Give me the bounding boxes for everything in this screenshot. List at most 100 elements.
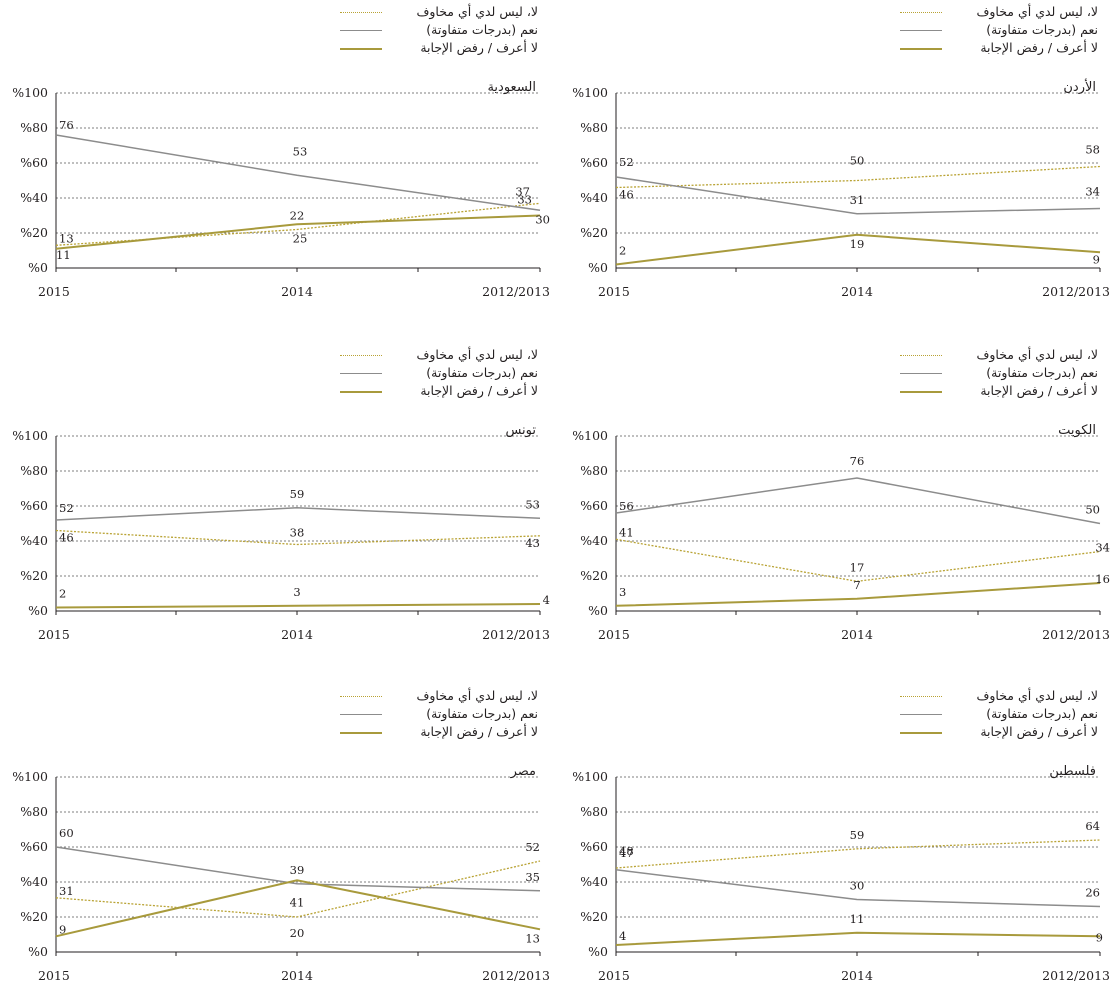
data-label-dk: 25 <box>293 231 308 245</box>
line-chart-kuwait: %0 %20 %40 %60 %80 %100 2015 2014 2012/2013 الكوي… <box>572 423 1110 642</box>
series-line-yes <box>615 869 1101 908</box>
legend-item-yes: نعم (بدرجات متفاوتة) <box>260 364 540 382</box>
x-tick-label: 2014 <box>841 284 873 299</box>
legend-item-dk: لا أعرف / رفض الإجابة <box>260 382 540 400</box>
data-label-dk: 3 <box>293 585 300 599</box>
chart-panel-tunisia: لا، ليس لدي أي مخاوف نعم (بدرجات متفاوتة… <box>0 343 550 663</box>
data-label-yes: 76 <box>850 454 865 468</box>
legend-label-no: لا، ليس لدي أي مخاوف <box>416 688 538 703</box>
data-label-yes: 50 <box>1085 503 1100 517</box>
legend-item-yes: نعم (بدرجات متفاوتة) <box>820 364 1100 382</box>
legend-swatch-yes <box>900 30 942 31</box>
legend-swatch-yes <box>340 714 382 715</box>
legend-item-no: لا، ليس لدي أي مخاوف <box>260 346 540 364</box>
y-tick-label: %100 <box>12 769 48 784</box>
x-tick-label: 2014 <box>281 968 313 983</box>
data-label-yes: 60 <box>59 826 74 840</box>
data-label-no: 38 <box>290 526 305 540</box>
data-label-dk: 7 <box>853 578 860 592</box>
y-tick-label: %80 <box>20 463 48 478</box>
data-label-yes: 31 <box>850 193 865 207</box>
y-tick-label: %100 <box>12 85 48 100</box>
y-tick-label: %0 <box>28 260 48 275</box>
legend-item-no: لا، ليس لدي أي مخاوف <box>820 3 1100 21</box>
legend-item-no: لا، ليس لدي أي مخاوف <box>260 687 540 705</box>
y-tick-label: %0 <box>588 260 608 275</box>
legend-label-yes: نعم (بدرجات متفاوتة) <box>426 706 538 721</box>
y-tick-label: %100 <box>572 769 608 784</box>
data-label-dk: 4 <box>543 593 550 607</box>
data-label-yes: 30 <box>850 879 865 893</box>
data-label-no: 64 <box>1085 819 1100 833</box>
data-label-yes: 34 <box>1085 185 1100 199</box>
y-tick-label: %60 <box>20 155 48 170</box>
x-tick-label: 2012/2013 <box>1042 284 1110 299</box>
legend-swatch-dk <box>900 391 942 393</box>
data-label-yes: 26 <box>1085 886 1100 900</box>
data-label-no: 41 <box>619 525 634 539</box>
y-tick-label: %40 <box>580 874 608 889</box>
data-label-no: 22 <box>290 209 305 223</box>
legend-swatch-dk <box>340 48 382 50</box>
legend-label-no: لا، ليس لدي أي مخاوف <box>976 688 1098 703</box>
y-tick-label: %20 <box>580 568 608 583</box>
data-label-yes: 76 <box>59 118 74 132</box>
legend-swatch-no <box>900 355 942 356</box>
line-chart-saudi: %0 %20 %40 %60 %80 %100 2015 2014 2012/2013 السعو… <box>12 80 550 299</box>
line-chart-egypt: %0 %20 %40 %60 %80 %100 2015 2014 2012/2013 مصر 31… <box>12 764 550 983</box>
legend-label-dk: لا أعرف / رفض الإجابة <box>980 724 1098 739</box>
x-tick-label: 2015 <box>598 284 630 299</box>
series-line-dk <box>615 931 1101 946</box>
y-tick-label: %20 <box>580 225 608 240</box>
data-label-dk: 2 <box>619 244 626 258</box>
y-tick-label: %0 <box>28 603 48 618</box>
legend-item-yes: نعم (بدرجات متفاوتة) <box>820 21 1100 39</box>
chart-panel-kuwait: لا، ليس لدي أي مخاوف نعم (بدرجات متفاوتة… <box>560 343 1110 663</box>
y-tick-label: %0 <box>28 944 48 959</box>
data-label-no: 43 <box>525 536 540 550</box>
y-tick-label: %80 <box>580 463 608 478</box>
legend-label-no: لا، ليس لدي أي مخاوف <box>416 347 538 362</box>
y-tick-label: %100 <box>12 428 48 443</box>
legend-swatch-no <box>340 696 382 697</box>
x-tick-label: 2014 <box>281 627 313 642</box>
y-tick-label: %40 <box>20 533 48 548</box>
data-label-yes: 56 <box>619 499 634 513</box>
chart-title: السعودية <box>487 80 536 95</box>
data-label-no: 34 <box>1095 541 1110 555</box>
legend-label-yes: نعم (بدرجات متفاوتة) <box>986 365 1098 380</box>
legend-item-dk: لا أعرف / رفض الإجابة <box>260 723 540 741</box>
legend-swatch-no <box>340 12 382 13</box>
series-line-dk <box>615 233 1101 266</box>
data-label-dk: 9 <box>59 922 66 936</box>
series-line-yes <box>615 176 1101 215</box>
legend-item-dk: لا أعرف / رفض الإجابة <box>820 723 1100 741</box>
data-label-no: 31 <box>59 884 74 898</box>
series-line-dk <box>55 214 541 250</box>
legend-item-yes: نعم (بدرجات متفاوتة) <box>260 21 540 39</box>
x-tick-label: 2012/2013 <box>1042 968 1110 983</box>
data-label-dk: 2 <box>59 587 66 601</box>
data-label-no: 46 <box>619 188 634 202</box>
data-label-dk: 9 <box>1096 930 1103 944</box>
series-line-no <box>55 860 541 918</box>
series-line-dk <box>55 603 541 609</box>
legend-label-yes: نعم (بدرجات متفاوتة) <box>986 706 1098 721</box>
chart-panel-palestine: لا، ليس لدي أي مخاوف نعم (بدرجات متفاوتة… <box>560 684 1110 1004</box>
data-label-no: 48 <box>619 844 634 858</box>
data-label-no: 50 <box>850 154 865 168</box>
legend-label-no: لا، ليس لدي أي مخاوف <box>976 4 1098 19</box>
chart-panel-saudi: لا، ليس لدي أي مخاوف نعم (بدرجات متفاوتة… <box>0 0 550 320</box>
y-tick-label: %60 <box>580 498 608 513</box>
data-label-no: 52 <box>525 840 540 854</box>
x-tick-label: 2015 <box>38 968 70 983</box>
legend-item-dk: لا أعرف / رفض الإجابة <box>820 382 1100 400</box>
y-tick-label: %80 <box>580 804 608 819</box>
series-line-no <box>615 839 1101 869</box>
x-tick-label: 2012/2013 <box>482 968 550 983</box>
legend-item-dk: لا أعرف / رفض الإجابة <box>820 39 1100 57</box>
y-tick-label: %40 <box>20 874 48 889</box>
data-label-yes: 35 <box>525 870 540 884</box>
data-label-dk: 41 <box>290 895 305 909</box>
legend-label-yes: نعم (بدرجات متفاوتة) <box>426 365 538 380</box>
